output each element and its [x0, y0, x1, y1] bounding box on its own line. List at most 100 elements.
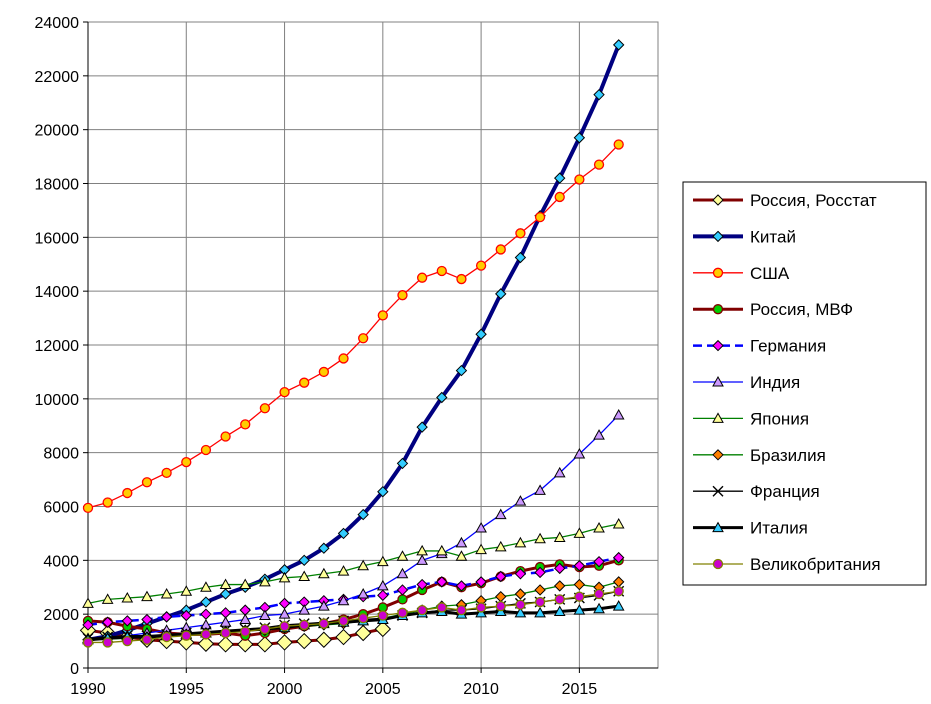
data-point	[573, 604, 586, 615]
series-line	[87, 523, 619, 605]
data-point	[397, 594, 408, 605]
x-tick-label: 2005	[365, 681, 401, 698]
data-point	[377, 610, 388, 621]
legend-item: США	[693, 264, 790, 283]
y-tick-label: 20000	[35, 123, 80, 140]
legend-box	[682, 181, 927, 586]
legend-item: Италия	[693, 519, 808, 538]
data-point	[554, 172, 566, 184]
y-tick-label: 22000	[35, 69, 80, 86]
data-point	[299, 619, 310, 631]
data-point	[337, 565, 350, 576]
y-tick-label: 12000	[35, 338, 80, 355]
data-point	[82, 619, 94, 631]
data-point	[180, 585, 193, 596]
data-point	[573, 132, 586, 144]
data-point	[593, 88, 605, 101]
y-tick-label: 0	[70, 661, 79, 678]
data-point	[200, 581, 212, 592]
data-point	[219, 578, 232, 590]
series-10	[82, 586, 624, 648]
data-point	[298, 570, 311, 581]
data-point	[593, 602, 605, 614]
legend-item: Россия, МВФ	[693, 300, 853, 319]
data-point	[298, 604, 311, 615]
y-tick-label: 16000	[35, 230, 80, 247]
legend-item: Германия	[693, 337, 826, 356]
data-point	[416, 578, 428, 591]
data-point	[338, 353, 349, 364]
data-point	[416, 604, 428, 616]
data-point	[612, 517, 625, 529]
data-point	[494, 508, 507, 520]
legend-swatch-marker	[712, 449, 724, 461]
data-point	[396, 550, 409, 561]
data-point	[200, 629, 212, 640]
legend-label: Япония	[750, 409, 809, 428]
data-point	[475, 602, 487, 613]
data-point	[534, 484, 546, 495]
series-line	[87, 604, 619, 642]
data-point	[495, 570, 507, 583]
x-tick-label: 1990	[70, 681, 106, 698]
data-point	[141, 590, 153, 602]
data-point	[338, 615, 349, 627]
data-point	[495, 600, 506, 612]
data-point	[475, 522, 487, 533]
data-point	[200, 444, 212, 456]
data-point	[475, 328, 487, 340]
data-point	[593, 555, 605, 568]
data-point	[495, 288, 507, 300]
legend-swatch-marker	[712, 230, 724, 243]
data-point	[553, 466, 566, 478]
x-tick-label: 2010	[463, 681, 499, 698]
data-point	[436, 391, 448, 404]
data-point	[240, 626, 251, 637]
data-point	[435, 544, 448, 556]
data-point	[416, 421, 428, 433]
legend-item: Китай	[693, 227, 796, 246]
series-6	[82, 517, 625, 608]
data-point	[514, 251, 527, 264]
data-point	[298, 554, 310, 567]
data-point	[455, 580, 468, 592]
data-point	[593, 588, 605, 600]
data-point	[259, 575, 271, 587]
data-point	[259, 623, 271, 635]
data-point	[534, 606, 546, 618]
data-point	[455, 364, 468, 377]
y-tick-label: 2000	[43, 607, 79, 624]
y-tick-label: 4000	[43, 553, 79, 570]
data-point	[357, 559, 370, 571]
data-point	[141, 634, 153, 645]
data-point	[141, 477, 153, 488]
data-point	[377, 310, 388, 321]
data-point	[494, 540, 507, 552]
data-point	[239, 613, 252, 625]
data-point	[376, 579, 389, 591]
data-point	[358, 333, 369, 344]
data-point	[278, 608, 291, 619]
legend-item: Франция	[693, 482, 820, 501]
data-point	[593, 429, 605, 440]
data-point	[318, 542, 330, 554]
legend-swatch-marker	[712, 194, 724, 206]
data-point	[455, 536, 468, 548]
grid-layer	[87, 21, 659, 669]
data-point	[534, 532, 546, 544]
data-point	[278, 571, 291, 583]
data-point	[239, 578, 252, 590]
data-point	[416, 272, 428, 283]
data-point	[396, 567, 409, 579]
legend-label: Италия	[750, 519, 808, 538]
data-point	[318, 618, 330, 629]
data-point	[357, 508, 369, 521]
data-point	[534, 566, 546, 579]
data-point	[495, 244, 506, 255]
series-line	[87, 44, 621, 642]
data-point	[534, 596, 546, 608]
data-point	[141, 613, 153, 626]
data-point	[514, 495, 527, 506]
data-point	[161, 631, 172, 643]
